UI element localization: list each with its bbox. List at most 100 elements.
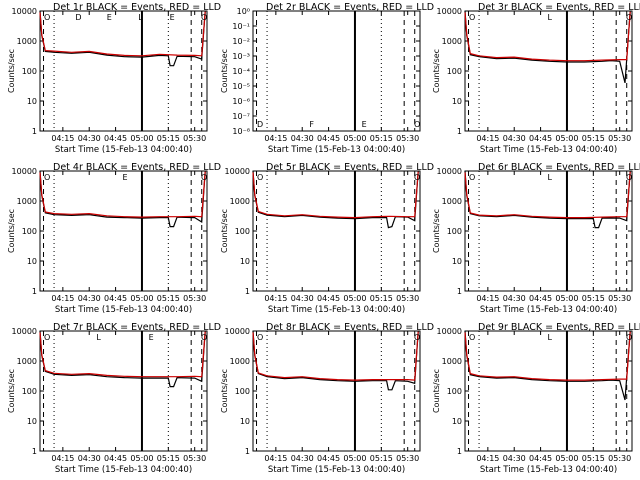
marker-letter: O (626, 13, 632, 22)
x-tick-label: 05:15 (582, 454, 605, 463)
marker-letter: E (107, 13, 112, 22)
y-tick-label: 1000 (442, 357, 462, 366)
lld-series-line (464, 171, 631, 219)
y-axis-label: Counts/sec (220, 49, 229, 93)
events-series-line (252, 330, 419, 391)
x-tick-label: 04:45 (104, 134, 127, 143)
events-series-line (39, 330, 206, 388)
y-tick-label: 1 (457, 447, 462, 456)
marker-letter: E (362, 120, 367, 129)
x-tick-label: 04:45 (529, 454, 552, 463)
y-tick-label: 100 (235, 387, 250, 396)
y-tick-label: 10000 (225, 167, 250, 176)
chart-panel-1: Det 1r BLACK = Events, RED = LLD 1 10 100 10… (7, 2, 221, 155)
marker-letter: F (309, 120, 314, 129)
y-tick-label: 1000 (17, 357, 37, 366)
x-tick-label: 05:15 (157, 294, 180, 303)
y-tick-label: 1 (32, 287, 37, 296)
y-tick-label: 10⁻¹ (232, 22, 250, 31)
plot-frame (39, 170, 208, 292)
x-tick-label: 04:45 (529, 134, 552, 143)
y-tick-label: 100 (447, 387, 462, 396)
y-tick-label: 10 (27, 97, 37, 106)
x-tick-label: 04:15 (476, 454, 499, 463)
y-tick-label: 10 (452, 417, 462, 426)
y-tick-label: 1 (457, 127, 462, 136)
y-tick-label: 1000 (442, 37, 462, 46)
x-tick-label: 05:30 (608, 454, 631, 463)
x-tick-label: 04:30 (291, 294, 314, 303)
marker-letter: O (44, 333, 50, 342)
y-tick-label: 100 (447, 67, 462, 76)
plot-frame (39, 330, 208, 452)
y-tick-label: 10 (27, 257, 37, 266)
marker-letter: L (548, 173, 553, 182)
x-tick-label: 05:00 (343, 454, 366, 463)
x-tick-label: 05:30 (608, 294, 631, 303)
x-tick-label: 04:30 (503, 134, 526, 143)
y-tick-label: 10 (452, 97, 462, 106)
y-tick-label: 1000 (442, 197, 462, 206)
marker-letter: O (414, 173, 420, 182)
events-series-line (39, 170, 206, 228)
y-axis-label: Counts/sec (432, 369, 441, 413)
x-tick-label: 05:30 (183, 294, 206, 303)
plot-frame (39, 10, 208, 132)
marker-letter: D (257, 120, 263, 129)
x-tick-label: 04:45 (317, 134, 340, 143)
marker-letter: O (469, 173, 475, 182)
x-tick-label: 04:30 (78, 454, 101, 463)
marker-letter: O (626, 333, 632, 342)
marker-letter: O (201, 13, 207, 22)
plot-frame (252, 170, 421, 292)
chart-title: Det 4r BLACK = Events, RED = LLD (53, 162, 221, 173)
x-tick-label: 04:15 (264, 294, 287, 303)
y-tick-label: 10000 (12, 7, 37, 16)
y-tick-label: 1 (32, 447, 37, 456)
x-axis-label: Start Time (15-Feb-13 04:00:40) (268, 305, 405, 315)
marker-letter: O (257, 173, 263, 182)
x-tick-label: 05:00 (555, 454, 578, 463)
x-tick-label: 05:30 (396, 454, 419, 463)
y-tick-label: 1000 (17, 37, 37, 46)
y-tick-label: 100 (235, 227, 250, 236)
events-series-line (464, 170, 631, 229)
x-tick-label: 05:15 (370, 294, 393, 303)
y-tick-label: 10⁻² (232, 37, 250, 46)
y-tick-label: 10⁻⁸ (232, 127, 250, 136)
plot-frame (464, 330, 633, 452)
x-tick-label: 04:15 (51, 134, 74, 143)
x-tick-label: 04:45 (317, 454, 340, 463)
x-tick-label: 05:30 (183, 454, 206, 463)
lld-series-line (39, 171, 206, 218)
x-tick-label: 04:30 (503, 454, 526, 463)
marker-letter: L (548, 333, 553, 342)
x-tick-label: 05:00 (555, 134, 578, 143)
y-axis-label: Counts/sec (432, 49, 441, 93)
x-tick-label: 05:15 (370, 134, 393, 143)
y-tick-label: 100 (447, 227, 462, 236)
marker-letter: L (138, 13, 143, 22)
y-tick-label: 100 (22, 67, 37, 76)
x-tick-label: 05:00 (555, 294, 578, 303)
lld-series-line (39, 331, 206, 378)
chart-title: Det 1r BLACK = Events, RED = LLD (53, 2, 221, 13)
x-axis-label: Start Time (15-Feb-13 04:00:40) (480, 145, 617, 155)
chart-panel-5: Det 5r BLACK = Events, RED = LLD 1 10 100 10… (220, 162, 434, 315)
x-tick-label: 04:45 (317, 294, 340, 303)
y-tick-label: 10 (240, 417, 250, 426)
y-tick-label: 100 (22, 227, 37, 236)
marker-letter: O (626, 173, 632, 182)
x-tick-label: 04:15 (264, 134, 287, 143)
marker-letter: O (469, 333, 475, 342)
y-tick-label: 10000 (437, 7, 462, 16)
chart-title: Det 8r BLACK = Events, RED = LLD (266, 322, 434, 333)
x-tick-label: 04:15 (51, 294, 74, 303)
chart-panel-2: Det 2r BLACK = Events, RED = LLD 10⁰ 10⁻¹ 1… (220, 2, 434, 155)
y-axis-label: Counts/sec (7, 209, 16, 253)
y-tick-label: 10000 (437, 167, 462, 176)
x-axis-label: Start Time (15-Feb-13 04:00:40) (268, 465, 405, 475)
y-axis-label: Counts/sec (220, 209, 229, 253)
y-tick-label: 10000 (12, 327, 37, 336)
chart-panel-3: Det 3r BLACK = Events, RED = LLD 1 10 100 10… (432, 2, 640, 155)
